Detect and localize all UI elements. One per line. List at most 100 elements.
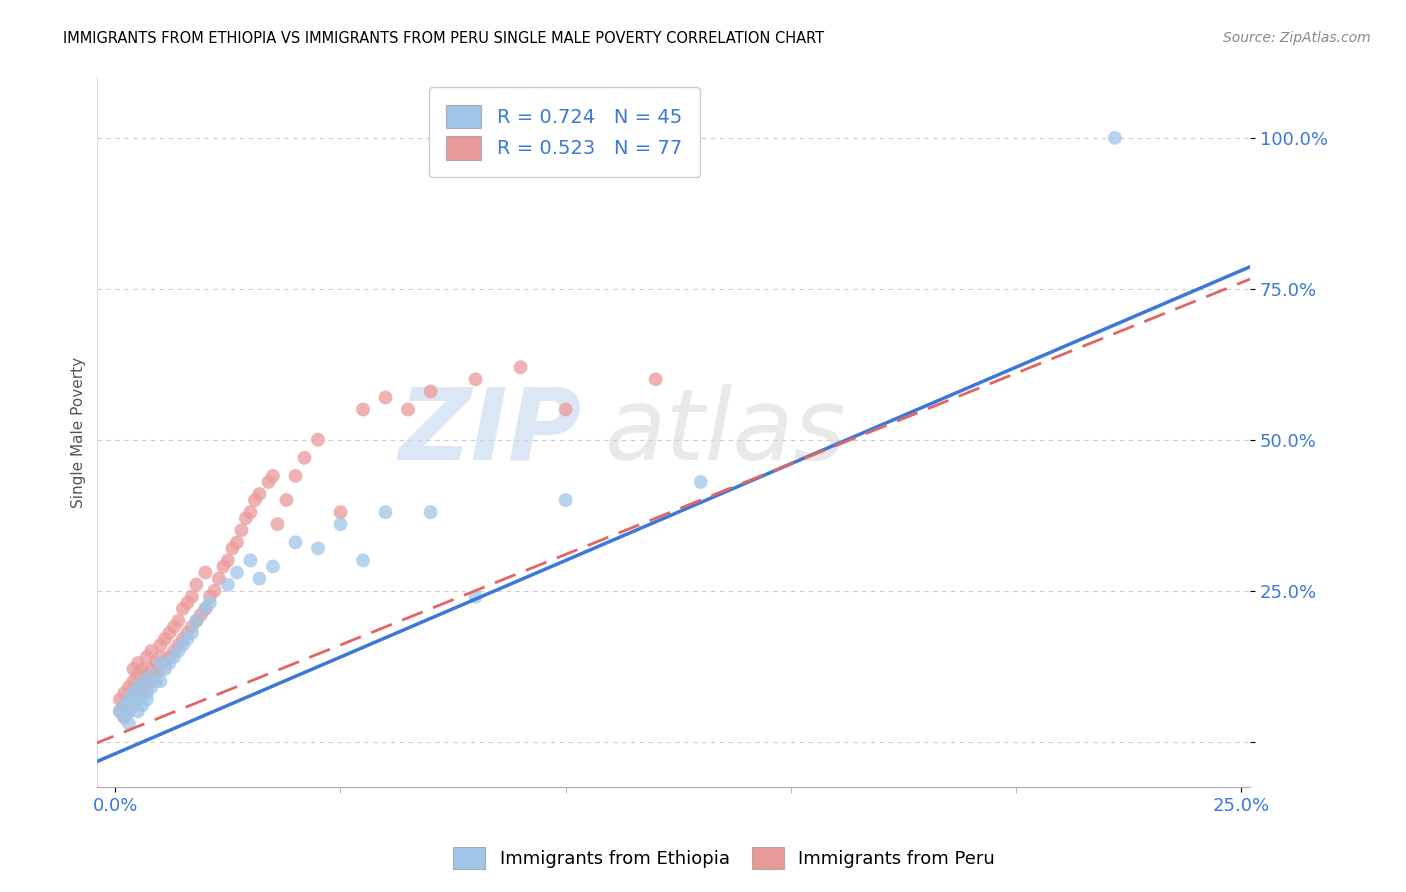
Point <box>153 632 176 646</box>
Point <box>329 505 352 519</box>
Point <box>276 493 298 508</box>
Point <box>554 402 576 417</box>
Point <box>374 391 396 405</box>
Point <box>239 553 262 567</box>
Point <box>163 650 186 665</box>
Point <box>554 493 576 508</box>
Point <box>198 590 221 604</box>
Point <box>145 674 167 689</box>
Point <box>249 487 271 501</box>
Point <box>145 656 167 670</box>
Point <box>131 662 153 676</box>
Point <box>141 680 163 694</box>
Point <box>217 577 239 591</box>
Point <box>157 650 180 665</box>
Point <box>352 553 374 567</box>
Point <box>194 601 217 615</box>
Point <box>163 644 186 658</box>
Point <box>167 614 190 628</box>
Point <box>135 692 157 706</box>
Point <box>127 680 149 694</box>
Point <box>135 668 157 682</box>
Point <box>235 511 257 525</box>
Point <box>212 559 235 574</box>
Point <box>157 656 180 670</box>
Point <box>141 674 163 689</box>
Point <box>167 644 190 658</box>
Point <box>141 662 163 676</box>
Point <box>135 650 157 665</box>
Point <box>419 384 441 399</box>
Point <box>284 469 307 483</box>
Point <box>194 601 217 615</box>
Point <box>149 656 172 670</box>
Point <box>122 686 145 700</box>
Text: atlas: atlas <box>605 384 846 481</box>
Point <box>176 626 198 640</box>
Point <box>231 523 253 537</box>
Point <box>112 698 135 713</box>
Point <box>180 590 202 604</box>
Point <box>131 698 153 713</box>
Point <box>112 686 135 700</box>
Point <box>127 692 149 706</box>
Point <box>149 650 172 665</box>
Point <box>163 620 186 634</box>
Point <box>172 638 194 652</box>
Point <box>257 475 280 489</box>
Point <box>127 692 149 706</box>
Legend: Immigrants from Ethiopia, Immigrants from Peru: Immigrants from Ethiopia, Immigrants fro… <box>446 839 1002 876</box>
Point <box>226 566 249 580</box>
Point <box>307 541 329 556</box>
Point <box>180 620 202 634</box>
Point <box>194 566 217 580</box>
Point <box>127 668 149 682</box>
Point <box>127 704 149 718</box>
Point <box>198 596 221 610</box>
Point <box>204 583 226 598</box>
Point <box>153 656 176 670</box>
Point <box>172 601 194 615</box>
Point <box>122 686 145 700</box>
Point <box>221 541 243 556</box>
Point <box>217 553 239 567</box>
Point <box>145 668 167 682</box>
Point <box>249 572 271 586</box>
Point <box>157 626 180 640</box>
Point <box>689 475 711 489</box>
Point <box>112 698 135 713</box>
Point <box>149 662 172 676</box>
Point <box>118 680 141 694</box>
Point <box>167 638 190 652</box>
Point <box>108 704 131 718</box>
Point <box>112 710 135 724</box>
Point <box>307 433 329 447</box>
Point <box>186 614 208 628</box>
Point <box>396 402 419 417</box>
Point <box>149 638 172 652</box>
Point <box>284 535 307 549</box>
Point <box>149 674 172 689</box>
Point <box>118 704 141 718</box>
Point <box>208 572 231 586</box>
Point <box>644 372 666 386</box>
Point <box>266 517 288 532</box>
Point <box>118 692 141 706</box>
Y-axis label: Single Male Poverty: Single Male Poverty <box>72 357 86 508</box>
Point <box>118 692 141 706</box>
Point <box>122 698 145 713</box>
Point <box>176 632 198 646</box>
Point <box>464 372 486 386</box>
Point <box>176 596 198 610</box>
Point <box>186 577 208 591</box>
Point <box>180 626 202 640</box>
Point <box>141 668 163 682</box>
Point <box>243 493 266 508</box>
Point <box>172 632 194 646</box>
Point <box>239 505 262 519</box>
Point <box>1104 131 1126 145</box>
Point <box>226 535 249 549</box>
Point <box>108 704 131 718</box>
Point <box>127 656 149 670</box>
Point <box>131 674 153 689</box>
